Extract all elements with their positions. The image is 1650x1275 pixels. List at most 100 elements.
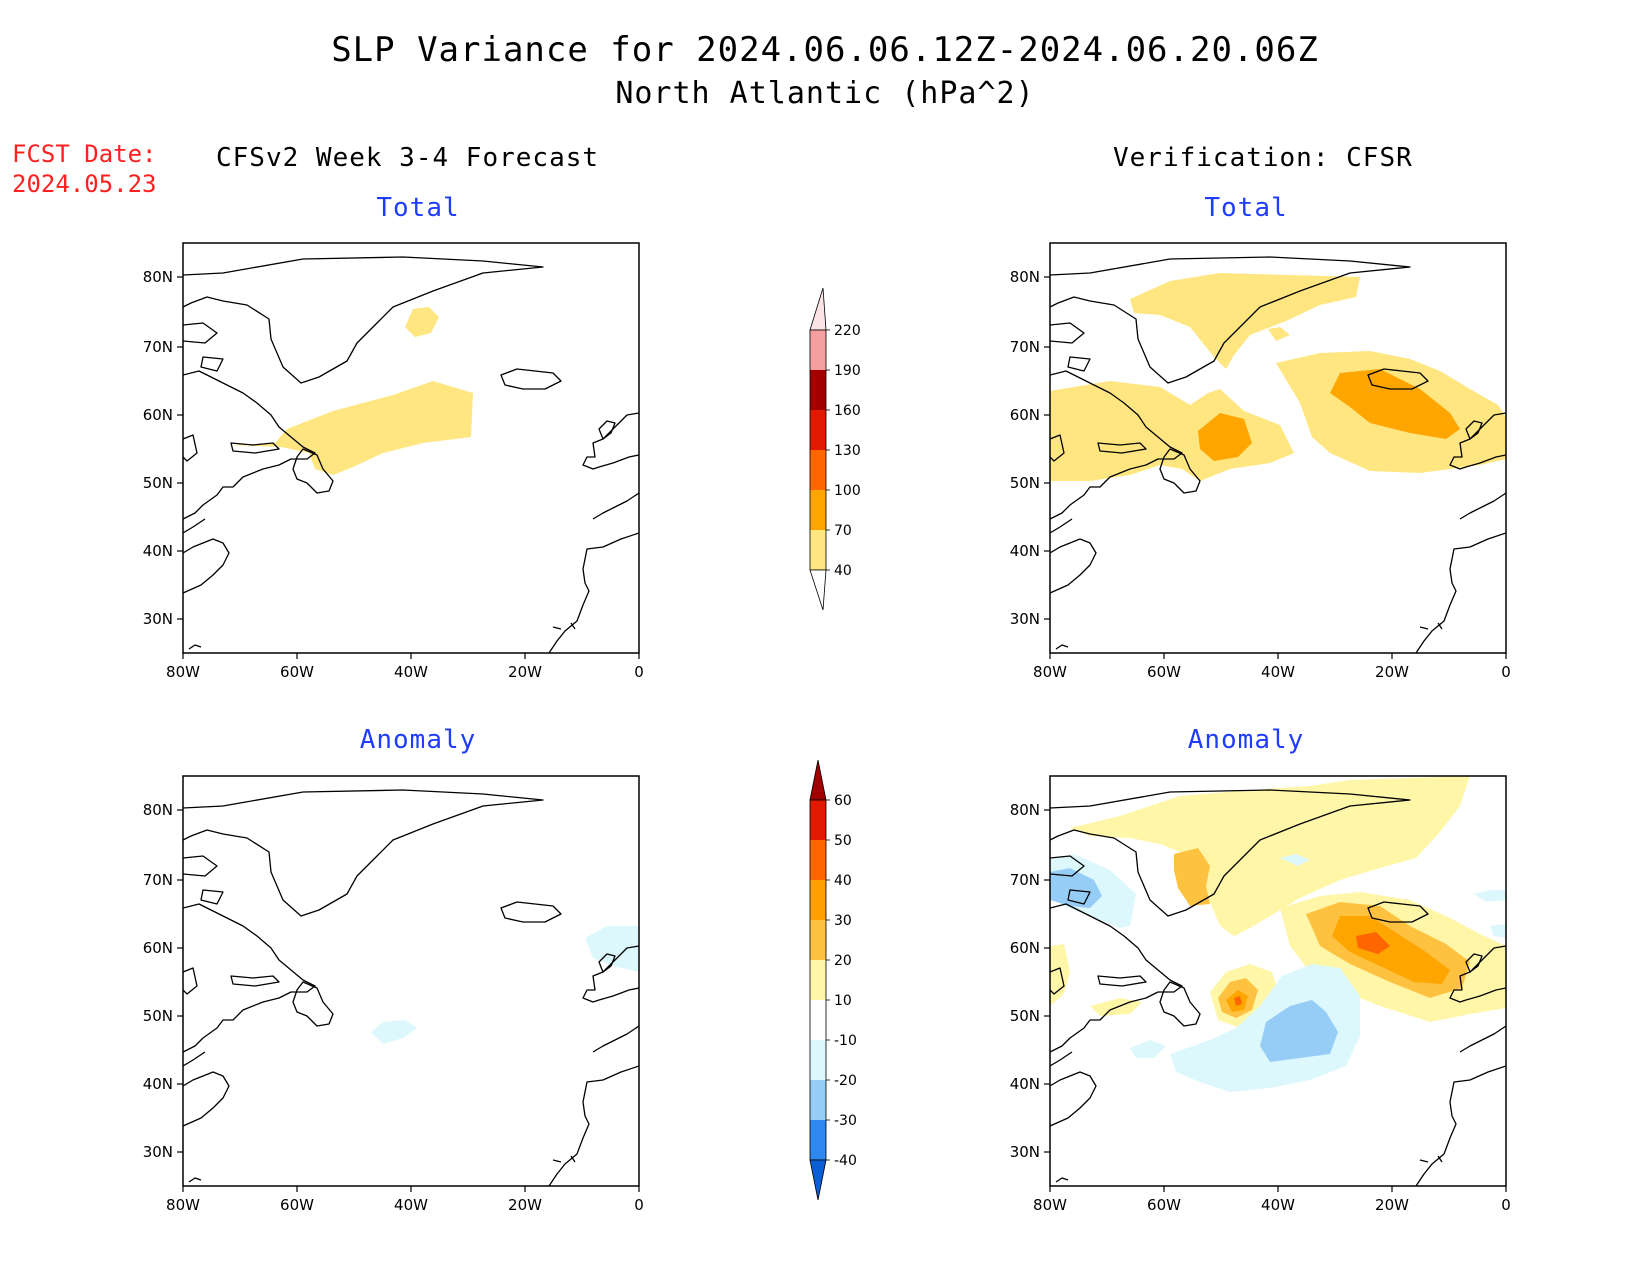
forecast-column-title: CFSv2 Week 3-4 Forecast [216, 143, 600, 173]
lat-tick-label: 70N [143, 871, 173, 889]
lat-tick-label: 30N [1010, 1143, 1040, 1161]
lon-tick-label: 0 [634, 663, 644, 681]
colorbar-arrow-top [809, 759, 827, 801]
contour-fill-20 [1234, 996, 1242, 1006]
map-frame [182, 775, 640, 1187]
lat-tick-label: 50N [1010, 1007, 1040, 1025]
colorbar-segment [810, 490, 826, 530]
colorbar-tick-label: -30 [834, 1113, 857, 1129]
colorbar-segment [810, 410, 826, 450]
colorbar-tick-label: -40 [834, 1153, 857, 1169]
colorbar-tick-label: 100 [834, 483, 861, 499]
contour-fill-8 [1130, 1040, 1166, 1058]
lat-tick-label: 50N [1010, 474, 1040, 492]
colorbar-tick-label: 70 [834, 523, 852, 539]
lon-tick-label: 40W [394, 1196, 428, 1214]
colorbar-segment [810, 1120, 826, 1160]
colorbar-tick-label: 20 [834, 953, 852, 969]
panel-title-forecast-anomaly: Anomaly [359, 725, 477, 755]
colorbar-segment [810, 330, 826, 370]
colorbar-tick-label: 130 [834, 443, 861, 459]
colorbar-total: 220 190 160 130 100 70 40 [809, 287, 861, 611]
contour-fill-9 [1280, 854, 1310, 866]
contour-fill-1 [1130, 273, 1360, 369]
lat-tick-label: 40N [1010, 1075, 1040, 1093]
colorbar-tick-label: 40 [834, 563, 852, 579]
colorbar-tick-label: 10 [834, 993, 852, 1009]
colorbar-segment [810, 370, 826, 410]
lon-tick-label: 60W [1147, 663, 1181, 681]
lon-tick-label: 40W [1261, 663, 1295, 681]
colorbar-arrow-bottom [809, 569, 827, 611]
lat-tick-label: 30N [143, 1143, 173, 1161]
contour-fill-11 [1490, 924, 1506, 938]
lat-tick-label: 40N [143, 1075, 173, 1093]
contour-fill-1 [405, 307, 439, 337]
colorbar-tick-label: 160 [834, 403, 861, 419]
colorbar-segment [810, 960, 826, 1000]
lon-tick-label: 0 [634, 1196, 644, 1214]
colorbar-tick-label: 220 [834, 323, 861, 339]
lat-tick-label: 60N [143, 406, 173, 424]
colorbar-segment [810, 530, 826, 570]
lon-tick-label: 20W [1375, 663, 1409, 681]
contour-fill-14 [1174, 848, 1210, 906]
contour-fill-13 [1260, 1000, 1338, 1062]
map-panel-forecast-anomaly: 80W 60W 40W 20W 0 80N 70N 60N 50N 40N 30N [143, 775, 644, 1214]
map-frame [182, 242, 640, 654]
colorbar-tick-label: 50 [834, 833, 852, 849]
verification-column-title: Verification: CFSR [1113, 143, 1413, 173]
coastline [183, 789, 639, 1186]
map-panel-verification-total: 80W 60W 40W 20W 0 80N 70N 60N 50N 40N 30N [1010, 242, 1511, 681]
colorbar-segment [810, 840, 826, 880]
map-panel-forecast-total: 80W 60W 40W 20W 0 80N 70N 60N 50N 40N 30N [143, 242, 644, 681]
lon-tick-label: 60W [1147, 1196, 1181, 1214]
colorbar-segment [810, 800, 826, 840]
lat-tick-label: 80N [1010, 268, 1040, 286]
colorbar-segment [810, 1040, 826, 1080]
lon-tick-label: 80W [1033, 1196, 1067, 1214]
contour-fill-17 [1332, 916, 1450, 984]
lat-tick-label: 40N [143, 542, 173, 560]
colorbar-tick-label: 40 [834, 873, 852, 889]
lon-tick-label: 0 [1501, 663, 1511, 681]
lon-tick-label: 60W [280, 663, 314, 681]
lat-tick-label: 60N [1010, 406, 1040, 424]
panel-title-verification-anomaly: Anomaly [1187, 725, 1305, 755]
lon-tick-label: 20W [1375, 1196, 1409, 1214]
lat-tick-label: 50N [143, 474, 173, 492]
lon-tick-label: 60W [280, 1196, 314, 1214]
contour-fill-1 [1070, 776, 1470, 936]
colorbar-tick-label: -10 [834, 1033, 857, 1049]
lat-tick-label: 80N [143, 268, 173, 286]
lat-tick-label: 70N [143, 338, 173, 356]
lat-tick-label: 60N [1010, 939, 1040, 957]
contour-fill-6 [1198, 413, 1252, 461]
lon-tick-label: 80W [166, 663, 200, 681]
lat-tick-label: 30N [143, 610, 173, 628]
contour-fill-1 [585, 926, 639, 972]
contour-fill-4 [1268, 327, 1290, 341]
colorbar-tick-label: 60 [834, 793, 852, 809]
colorbar-tick-label: 190 [834, 363, 861, 379]
map-panel-verification-anomaly: 80W 60W 40W 20W 0 80N 70N 60N 50N 40N 30N [1010, 775, 1511, 1214]
contour-fill-2 [231, 381, 473, 475]
contour-fill-19 [1356, 932, 1390, 954]
main-title: SLP Variance for 2024.06.06.12Z-2024.06.… [331, 30, 1319, 70]
lon-tick-label: 20W [508, 1196, 542, 1214]
lon-tick-label: 20W [508, 663, 542, 681]
lat-tick-label: 50N [143, 1007, 173, 1025]
lat-tick-label: 70N [1010, 338, 1040, 356]
colorbar-segment [810, 1000, 826, 1040]
colorbar-arrow-bottom [809, 1159, 827, 1201]
colorbar-segment [810, 450, 826, 490]
lat-tick-label: 80N [143, 801, 173, 819]
panel-title-forecast-total: Total [376, 193, 460, 223]
panel-title-verification-total: Total [1204, 193, 1288, 223]
colorbar-segment [810, 880, 826, 920]
lon-tick-label: 80W [166, 1196, 200, 1214]
lat-tick-label: 70N [1010, 871, 1040, 889]
lon-tick-label: 40W [1261, 1196, 1295, 1214]
contour-fill-10 [1474, 890, 1506, 902]
